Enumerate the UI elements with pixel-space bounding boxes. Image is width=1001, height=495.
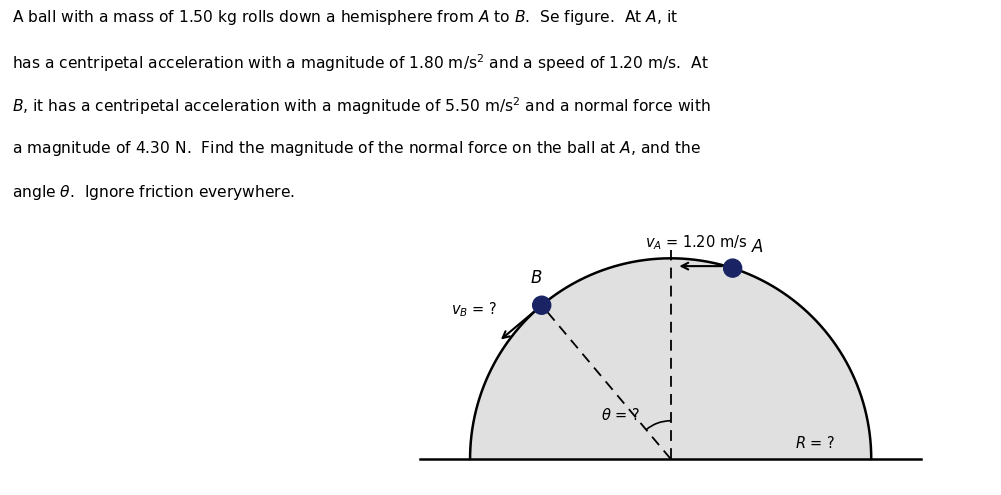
Text: A ball with a mass of 1.50 kg rolls down a hemisphere from $A$ to $B$.  Se figur: A ball with a mass of 1.50 kg rolls down… [12,8,678,27]
Text: $v_A$ = 1.20 m/s: $v_A$ = 1.20 m/s [646,233,748,252]
Text: $\theta$ = ?: $\theta$ = ? [601,407,640,423]
Text: $R$ = ?: $R$ = ? [795,435,835,451]
Text: $A$: $A$ [751,238,764,256]
Circle shape [724,259,742,277]
Text: a magnitude of 4.30 N.  Find the magnitude of the normal force on the ball at $A: a magnitude of 4.30 N. Find the magnitud… [12,139,701,158]
Text: angle $\theta$.  Ignore friction everywhere.: angle $\theta$. Ignore friction everywhe… [12,183,295,202]
Circle shape [533,296,551,314]
Text: has a centripetal acceleration with a magnitude of 1.80 m/s$^2$ and a speed of 1: has a centripetal acceleration with a ma… [12,52,709,74]
Text: $B$, it has a centripetal acceleration with a magnitude of 5.50 m/s$^2$ and a no: $B$, it has a centripetal acceleration w… [12,96,711,117]
Text: $B$: $B$ [530,269,542,287]
Polygon shape [470,258,871,459]
Text: $v_B$ = ?: $v_B$ = ? [451,300,497,319]
